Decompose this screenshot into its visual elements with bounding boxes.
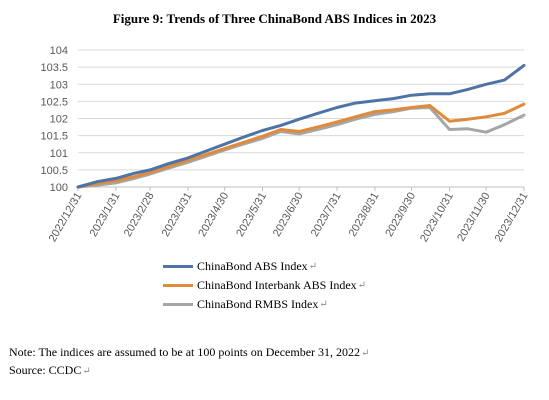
y-tick-label: 103 xyxy=(50,79,68,91)
source-text: Source: CCDC xyxy=(9,363,82,377)
y-tick-label: 104 xyxy=(50,45,68,57)
source-line: Source: CCDC↵ xyxy=(9,363,91,378)
x-tick-label: 2023/8/31 xyxy=(347,191,382,239)
return-mark: ↵ xyxy=(82,366,91,377)
y-tick-label: 100.5 xyxy=(40,165,68,177)
y-tick-label: 100 xyxy=(50,182,68,194)
legend-label-rmbs: ChinaBond RMBS Index xyxy=(197,296,319,311)
return-mark: ↵ xyxy=(361,348,370,359)
x-tick-label: 2023/6/30 xyxy=(271,191,306,239)
legend-swatch-rmbs xyxy=(163,302,193,306)
legend-swatch-abs xyxy=(163,264,193,268)
x-tick-label: 2022/12/31 xyxy=(47,191,85,245)
x-tick-label: 2023/10/31 xyxy=(418,191,456,245)
chart-title: Figure 9: Trends of Three ChinaBond ABS … xyxy=(112,11,437,26)
y-tick-label: 103.5 xyxy=(40,62,68,74)
legend-label-interbank: ChinaBond Interbank ABS Index xyxy=(197,277,357,292)
legend-swatch-interbank xyxy=(163,283,193,287)
x-tick-label: 2023/4/30 xyxy=(196,190,231,238)
legend-label-abs: ChinaBond ABS Index xyxy=(197,258,308,273)
return-mark: ↵ xyxy=(357,279,367,291)
legend-item-abs: ChinaBond ABS Index ↵ xyxy=(163,258,317,274)
series-line-abs xyxy=(76,63,526,189)
x-tick-label: 2023/2/28 xyxy=(122,191,157,239)
x-tick-label: 2023/1/31 xyxy=(88,191,123,239)
x-tick-label: 2023/12/31 xyxy=(493,191,531,245)
note-line: Note: The indices are assumed to be at 1… xyxy=(9,345,369,360)
y-tick-label: 101 xyxy=(50,148,68,160)
x-tick-label: 2023/3/31 xyxy=(160,191,195,239)
legend-item-rmbs: ChinaBond RMBS Index ↵ xyxy=(163,296,328,312)
y-tick-label: 102 xyxy=(50,114,68,126)
y-tick-label: 102.5 xyxy=(40,96,68,108)
x-tick-label: 2023/9/30 xyxy=(383,191,418,239)
note-text: Note: The indices are assumed to be at 1… xyxy=(9,345,361,359)
return-mark: ↵ xyxy=(319,298,328,310)
x-tick-label: 2023/7/31 xyxy=(309,191,344,239)
series-line-interbank xyxy=(76,102,526,189)
chart: 100 100.5 101 101.5 102 102.5 103 103.5 104 2022/… xyxy=(40,45,531,245)
return-mark: ↵ xyxy=(308,260,318,272)
x-tick-label: 2023/5/31 xyxy=(234,191,269,239)
y-tick-label: 101.5 xyxy=(40,131,68,143)
legend-item-interbank: ChinaBond Interbank ABS Index ↵ xyxy=(163,277,366,293)
x-tick-label: 2023/11/30 xyxy=(455,191,493,244)
